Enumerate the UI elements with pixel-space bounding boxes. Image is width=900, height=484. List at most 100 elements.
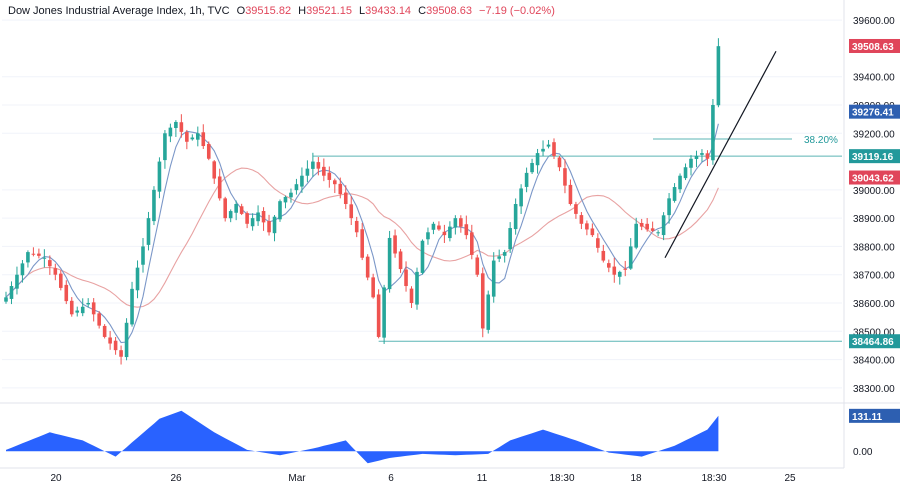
candle [393,229,397,258]
ma-slow-label: 39043.62 [849,170,900,185]
time-tick-label: 25 [784,473,796,484]
candle-body [650,228,655,231]
candle [398,248,403,273]
oscillator-label: 131.11 [849,408,900,423]
candle [705,150,710,167]
candle [9,281,14,305]
price-tick-label: 38900.00 [853,214,895,225]
candle-body [75,310,80,313]
candle-body [135,267,140,291]
candle [343,185,348,210]
candle [245,211,249,229]
legend-title: Dow Jones Industrial Average Index, 1h, … [8,5,230,17]
candle-body [502,252,507,256]
horizontal-levels: 38.20% [312,135,842,342]
candle-body [541,148,545,152]
candle-body [157,161,162,192]
candle [541,140,545,157]
candle [634,217,638,250]
candle-body [190,137,195,140]
price-tick-label: 38700.00 [853,271,895,282]
candle [135,260,140,299]
candle-body [453,218,458,228]
candle [53,263,58,281]
candle [26,250,30,268]
candle [124,318,129,361]
candle-body [513,204,518,230]
support-label-box [849,334,900,349]
candle-body [9,286,14,299]
candle [535,148,540,174]
candle-body [278,201,282,220]
candle [382,284,386,344]
candle [711,98,715,165]
candle [86,298,90,308]
candle [360,222,364,261]
candle-body [289,192,293,198]
price-tick-label: 39200.00 [853,129,895,140]
candle [639,218,644,231]
candle-body [37,253,41,256]
candle [557,155,562,172]
candle [508,222,512,253]
candle-body [480,273,485,329]
candle [190,134,195,141]
resistance-label: 39119.16 [849,149,900,164]
candle [519,184,523,215]
candle [590,223,595,237]
candle-body [661,215,666,236]
candle-body [311,161,315,169]
trendline[interactable] [664,50,777,259]
candle [196,126,200,147]
candle [524,167,529,193]
candle-body [294,184,299,191]
candle-body [470,232,474,255]
candle [453,215,458,235]
candle [289,188,293,203]
legend-low-label: L [359,5,366,17]
candle [316,157,321,176]
candle [683,163,688,181]
candle-body [349,204,354,219]
candle [579,212,584,230]
candle-body [672,187,677,201]
candle [464,215,469,240]
last-price-label-box [849,38,900,53]
candle [585,220,589,236]
candle [437,221,441,231]
candle-body [552,142,556,156]
candle-body [557,157,562,168]
candle-body [700,153,704,155]
candle [130,281,134,327]
candle-body [365,256,370,278]
candle [152,186,156,226]
candle [206,141,211,161]
candle [552,138,556,160]
candle [491,252,496,303]
candle-body [338,183,343,195]
candle-body [585,223,589,230]
candle [371,273,375,299]
candle-body [442,231,447,236]
candle [628,238,633,270]
candle [502,249,507,263]
candle [59,270,63,291]
candle-body [272,216,277,234]
candle-body [146,218,151,245]
price-tick-label: 38400.00 [853,356,895,367]
candle-body [97,313,101,326]
candle-body [102,325,107,337]
candle [179,114,184,138]
candle-body [486,294,491,330]
candle-body [694,155,699,159]
candle-body [448,226,452,239]
candle-body [596,238,600,248]
price-tick-label: 39400.00 [853,73,895,84]
candle [261,207,266,231]
candle [349,196,354,225]
resistance-label-box [849,149,900,164]
candle-body [437,225,441,230]
candle-body [393,235,397,254]
candle [217,168,222,201]
